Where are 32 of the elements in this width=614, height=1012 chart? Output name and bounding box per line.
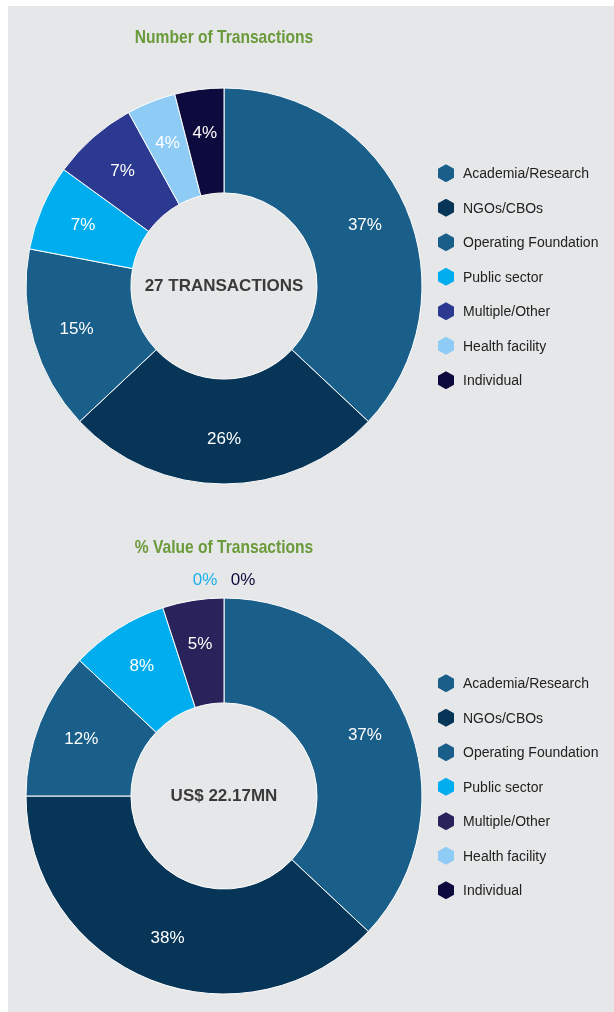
chart-title: Number of Transactions	[133, 26, 315, 48]
legend-label: Public sector	[463, 268, 544, 285]
legend-label: Multiple/Other	[463, 303, 551, 320]
text: US$ 22.17MN	[170, 785, 278, 805]
data-label: 26%	[206, 429, 242, 449]
legend-label: NGOs/CBOs	[463, 709, 544, 726]
data-label: 37%	[347, 724, 382, 744]
data-label: 38%	[150, 928, 185, 948]
legend-label: Operating Foundation	[463, 744, 599, 761]
data-label: 7%	[110, 160, 135, 180]
text: 0%	[230, 569, 256, 589]
data-label: 7%	[70, 214, 96, 234]
text: 27 TRANSACTIONS	[144, 275, 304, 295]
data-label: 5%	[187, 634, 213, 654]
legend-label: Health facility	[463, 337, 547, 354]
legend-label: Operating Foundation	[463, 234, 599, 251]
legend-label: NGOs/CBOs	[463, 199, 544, 216]
legend-label: Academia/Research	[463, 675, 590, 692]
text: 0%	[192, 569, 218, 589]
legend-label: Health facility	[463, 847, 547, 864]
legend-label: Individual	[463, 882, 523, 899]
data-label: 15%	[59, 318, 94, 338]
chart-title: % Value of Transactions	[133, 536, 315, 558]
legend-label: Public sector	[463, 778, 544, 795]
legend-label: Academia/Research	[463, 165, 590, 182]
legend-label: Individual	[463, 372, 523, 389]
data-label: 8%	[129, 656, 155, 676]
data-label: 37%	[347, 214, 382, 234]
data-label: 12%	[64, 729, 99, 749]
data-label: 4%	[155, 132, 180, 152]
legend-label: Multiple/Other	[463, 813, 551, 830]
data-label: 4%	[192, 123, 218, 143]
